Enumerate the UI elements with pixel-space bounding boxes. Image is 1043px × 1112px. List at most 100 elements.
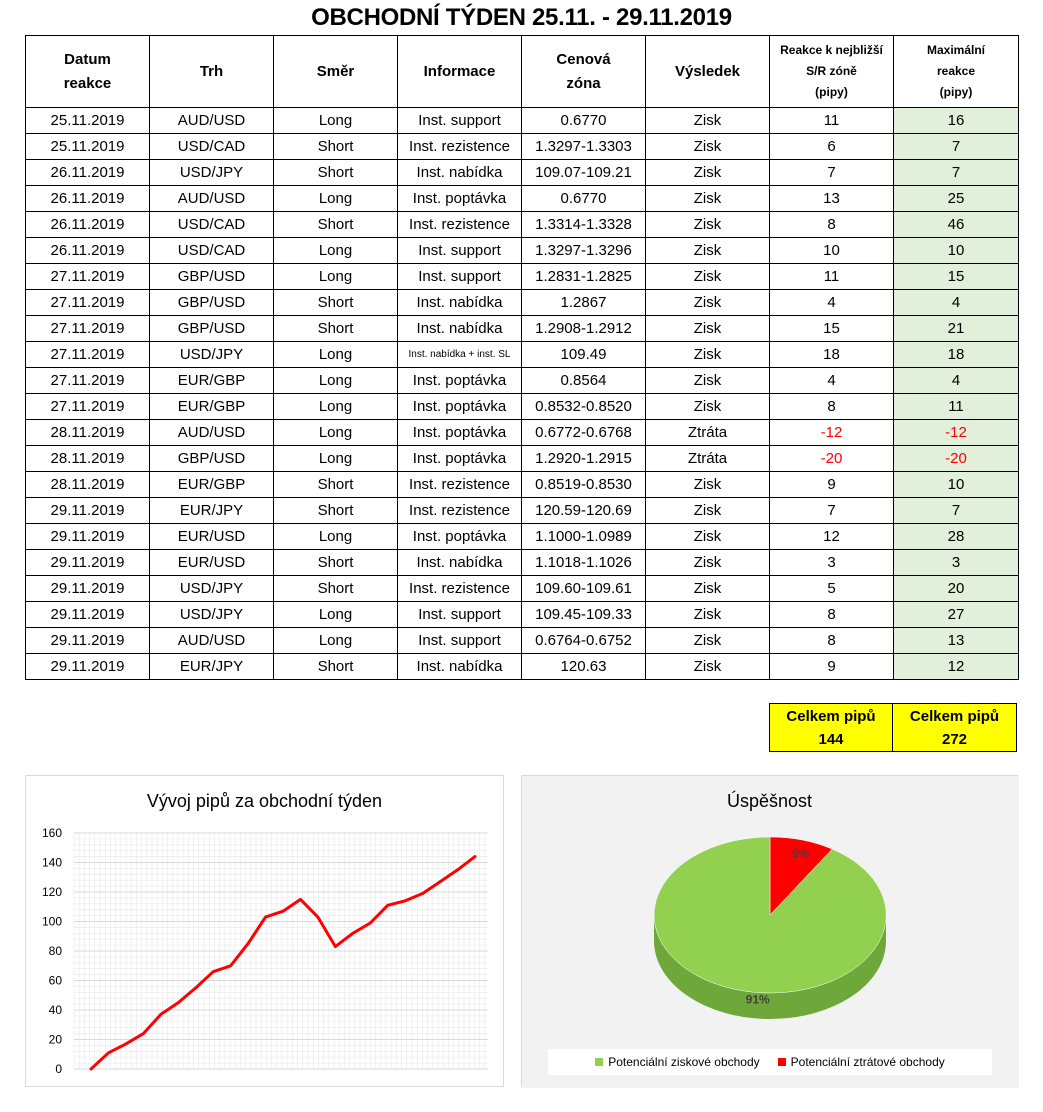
table-row: 27.11.2019 USD/JPY Long Inst. nabídka + ins… <box>25 341 1019 368</box>
direction-cell: Long <box>273 341 398 368</box>
table-row: 29.11.2019 AUD/USD Long Inst. support 0.6764… <box>25 627 1019 654</box>
pie-label-win: 91% <box>746 993 770 1007</box>
date-cell: 25.11.2019 <box>25 133 150 160</box>
legend-swatch-loss <box>777 1058 786 1066</box>
result-cell: Zisk <box>645 575 770 602</box>
direction-cell: Long <box>273 523 398 550</box>
result-cell: Ztráta <box>645 419 770 446</box>
date-cell: 28.11.2019 <box>25 419 150 446</box>
table-row: 27.11.2019 GBP/USD Short Inst. nabídka 1.290… <box>25 315 1019 342</box>
direction-cell: Long <box>273 367 398 394</box>
max-reaction-cell: 7 <box>893 159 1019 186</box>
direction-cell: Short <box>273 653 398 680</box>
total-reaction-box: Celkem pipů 144 <box>769 703 893 752</box>
reaction-cell: 9 <box>769 471 894 498</box>
max-reaction-cell: 4 <box>893 367 1019 394</box>
table-row: 26.11.2019 AUD/USD Long Inst. poptávka 0.677… <box>25 185 1019 212</box>
line-chart-title: Vývoj pipů za obchodní týden <box>146 791 383 811</box>
market-cell: EUR/JPY <box>149 497 274 524</box>
reaction-cell: -12 <box>769 419 894 446</box>
header-info: Informace <box>397 35 522 108</box>
totals: Celkem pipů 144 Celkem pipů 272 <box>769 703 1017 752</box>
legend-item-win: Potenciální ziskové obchody <box>595 1055 760 1069</box>
date-cell: 27.11.2019 <box>25 341 150 368</box>
max-reaction-cell: 21 <box>893 315 1019 342</box>
direction-cell: Long <box>273 263 398 290</box>
header-result: Výsledek <box>645 35 770 108</box>
table-row: 27.11.2019 EUR/GBP Long Inst. poptávka 0.853… <box>25 393 1019 420</box>
table-row: 28.11.2019 GBP/USD Long Inst. poptávka 1.292… <box>25 445 1019 472</box>
zone-cell: 1.2908-1.2912 <box>521 315 646 342</box>
result-cell: Zisk <box>645 211 770 238</box>
table-row: 26.11.2019 USD/JPY Short Inst. nabídka 109.0… <box>25 159 1019 186</box>
reaction-cell: 4 <box>769 289 894 316</box>
series-line <box>89 855 477 1071</box>
legend-label: Potenciální ziskové obchody <box>608 1055 760 1069</box>
market-cell: EUR/JPY <box>149 653 274 680</box>
zone-cell: 1.1018-1.1026 <box>521 549 646 576</box>
table-row: 25.11.2019 AUD/USD Long Inst. support 0.6770… <box>25 107 1019 134</box>
result-cell: Zisk <box>645 471 770 498</box>
max-reaction-cell: 15 <box>893 263 1019 290</box>
direction-cell: Short <box>273 575 398 602</box>
reaction-cell: 7 <box>769 159 894 186</box>
reaction-cell: 11 <box>769 107 894 134</box>
y-tick-label: 40 <box>49 1003 63 1017</box>
max-reaction-cell: 27 <box>893 601 1019 628</box>
table-row: 29.11.2019 USD/JPY Short Inst. rezistence 10… <box>25 575 1019 602</box>
market-cell: USD/JPY <box>149 601 274 628</box>
y-tick-label: 80 <box>49 944 63 958</box>
date-cell: 26.11.2019 <box>25 237 150 264</box>
table-row: 25.11.2019 USD/CAD Short Inst. rezistence 1.… <box>25 133 1019 160</box>
page-title: OBCHODNÍ TÝDEN 25.11. - 29.11.2019 <box>311 4 732 31</box>
info-cell: Inst. poptávka <box>397 419 522 446</box>
header-market: Trh <box>149 35 274 108</box>
result-cell: Zisk <box>645 263 770 290</box>
line-chart-panel: 0 20 40 60 80 100 120 140 160 Vývoj pipů za obch… <box>25 775 504 1087</box>
table-row: 29.11.2019 EUR/JPY Short Inst. nabídka 120.6… <box>25 653 1019 680</box>
zone-cell: 0.6770 <box>521 185 646 212</box>
market-cell: GBP/USD <box>149 289 274 316</box>
info-cell: Inst. nabídka <box>397 315 522 342</box>
trades-table: Datum reakce Trh Směr Informace Cenová zón… <box>25 35 1019 680</box>
pie-legend: Potenciální ziskové obchody Potenciální … <box>548 1049 992 1075</box>
result-cell: Zisk <box>645 497 770 524</box>
market-cell: USD/JPY <box>149 575 274 602</box>
max-reaction-cell: 16 <box>893 107 1019 134</box>
table-row: 27.11.2019 GBP/USD Short Inst. nabídka 1.286… <box>25 289 1019 316</box>
total-value: 144 <box>818 731 844 748</box>
reaction-cell: 8 <box>769 211 894 238</box>
info-cell: Inst. nabídka <box>397 289 522 316</box>
info-cell: Inst. poptávka <box>397 445 522 472</box>
max-reaction-cell: 20 <box>893 575 1019 602</box>
max-reaction-cell: 18 <box>893 341 1019 368</box>
zone-cell: 109.49 <box>521 341 646 368</box>
table-row: 29.11.2019 EUR/JPY Short Inst. rezistence 12… <box>25 497 1019 524</box>
y-tick-label: 100 <box>42 915 62 929</box>
table-row: 28.11.2019 EUR/GBP Short Inst. rezistence 0.… <box>25 471 1019 498</box>
max-reaction-cell: 12 <box>893 653 1019 680</box>
direction-cell: Long <box>273 185 398 212</box>
zone-cell: 0.6764-0.6752 <box>521 627 646 654</box>
zone-cell: 1.3314-1.3328 <box>521 211 646 238</box>
direction-cell: Long <box>273 601 398 628</box>
total-label: Celkem pipů <box>786 708 876 725</box>
info-cell: Inst. support <box>397 237 522 264</box>
zone-cell: 0.8564 <box>521 367 646 394</box>
table-row: 26.11.2019 USD/CAD Long Inst. support 1.3297… <box>25 237 1019 264</box>
zone-cell: 1.1000-1.0989 <box>521 523 646 550</box>
reaction-cell: 11 <box>769 263 894 290</box>
direction-cell: Short <box>273 159 398 186</box>
date-cell: 27.11.2019 <box>25 393 150 420</box>
table-header-row: Datum reakce Trh Směr Informace Cenová zón… <box>25 35 1019 108</box>
max-reaction-cell: 28 <box>893 523 1019 550</box>
market-cell: USD/CAD <box>149 133 274 160</box>
max-reaction-cell: 25 <box>893 185 1019 212</box>
max-reaction-cell: 10 <box>893 237 1019 264</box>
date-cell: 25.11.2019 <box>25 107 150 134</box>
market-cell: AUD/USD <box>149 627 274 654</box>
date-cell: 29.11.2019 <box>25 497 150 524</box>
zone-cell: 120.59-120.69 <box>521 497 646 524</box>
result-cell: Zisk <box>645 653 770 680</box>
result-cell: Zisk <box>645 549 770 576</box>
